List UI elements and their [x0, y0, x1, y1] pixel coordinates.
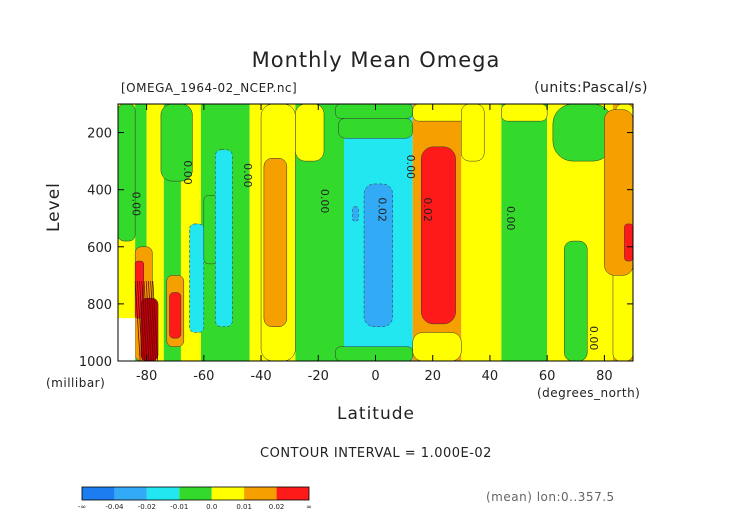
contour-band-11: [501, 104, 548, 361]
contour-band-1: [135, 104, 147, 361]
contour-region-17: [263, 158, 288, 327]
contour-region-20: [421, 146, 456, 325]
legend-swatch-1: [114, 487, 147, 500]
contour-region-14: [189, 223, 205, 333]
x-tick-label-2: -40: [250, 369, 271, 384]
contour-line-0: [134, 281, 141, 362]
contour-region-6: [335, 346, 413, 362]
legend-tick-label-2: -0.01: [170, 503, 188, 511]
legend-tick-label-1: -0.02: [138, 503, 156, 511]
contour-region-11: [552, 103, 614, 162]
x-tick-label-6: 40: [482, 369, 499, 384]
legend-end-label-low: -∞: [78, 503, 86, 511]
contour-region-10: [501, 103, 548, 122]
contour-label-2: 0.00: [241, 163, 254, 188]
y-axis-units: (millibar): [46, 376, 106, 390]
contour-region-0: [117, 103, 136, 242]
contour-region-22: [624, 223, 634, 262]
contour-label-4: 0.02: [375, 197, 388, 222]
contour-label-3: 0.00: [318, 189, 331, 214]
legend-tick-label-3: 0.0: [206, 503, 217, 511]
contour-region-28: [169, 292, 182, 339]
contour-region-4: [335, 103, 413, 119]
x-tick-label-1: -60: [193, 369, 214, 384]
contour-line-2: [139, 281, 145, 362]
x-tick-label-3: -20: [308, 369, 329, 384]
legend-swatch-0: [82, 487, 115, 500]
contour-line-8: [152, 281, 159, 362]
x-tick-label-5: 20: [424, 369, 441, 384]
contour-label-7: 0.00: [504, 206, 517, 231]
contour-line-3: [141, 281, 148, 362]
missing-data-region: [118, 318, 136, 361]
legend-swatch-5: [244, 487, 277, 500]
contour-region-23: [564, 240, 588, 362]
contour-region-19: [352, 206, 359, 222]
x-axis-units: (degrees_north): [537, 386, 641, 400]
legend-swatch-4: [211, 487, 245, 500]
contour-label-0: 0.00: [129, 192, 142, 217]
x-tick-label-0: -80: [136, 369, 157, 384]
units-label: (units:Pascal/s): [534, 80, 648, 96]
chart-title: Monthly Mean Omega: [251, 48, 501, 72]
y-tick-label-3: 800: [87, 298, 112, 313]
contour-region-18: [363, 183, 393, 327]
legend-frame: [81, 486, 310, 501]
contour-label-5: 0.00: [404, 155, 417, 180]
legend-tick-label-0: -0.04: [105, 503, 124, 511]
legend-end-label-high: ∞: [306, 503, 312, 511]
contour-label-8: 0.00: [587, 326, 600, 351]
x-tick-label-4: 0: [371, 369, 379, 384]
y-tick-label-2: 600: [87, 241, 112, 256]
contour-label-1: 0.00: [181, 160, 194, 185]
contour-region-8: [412, 332, 462, 362]
contour-line-7: [150, 281, 156, 362]
contour-line-1: [137, 281, 143, 362]
dataset-label: [OMEGA_1964-02_NCEP.nc]: [121, 81, 298, 95]
y-tick-label-4: 1000: [79, 355, 112, 370]
x-axis-label: Latitude: [337, 404, 415, 424]
contour-line-6: [148, 281, 154, 362]
contour-interval-label: CONTOUR INTERVAL = 1.000E-02: [260, 446, 492, 461]
contour-label-6: 0.02: [421, 197, 434, 222]
x-tick-label-7: 60: [539, 369, 556, 384]
contour-region-3: [295, 103, 325, 162]
legend-swatch-3: [179, 487, 212, 500]
contour-line-5: [145, 281, 152, 362]
averaging-note: (mean) lon:0..357.5: [486, 490, 615, 504]
y-tick-label-1: 400: [87, 184, 112, 199]
legend-tick-label-5: 0.02: [269, 503, 285, 511]
x-tick-label-8: 80: [596, 369, 613, 384]
contour-line-4: [143, 281, 150, 362]
legend-tick-label-4: 0.01: [236, 503, 252, 511]
contour-region-5: [338, 118, 413, 139]
legend-swatch-6: [276, 487, 309, 500]
y-tick-label-0: 200: [87, 127, 112, 142]
legend-swatch-2: [146, 487, 180, 500]
contour-region-9: [461, 103, 485, 162]
contour-region-16: [215, 149, 233, 327]
contour-region-13: [612, 260, 634, 362]
